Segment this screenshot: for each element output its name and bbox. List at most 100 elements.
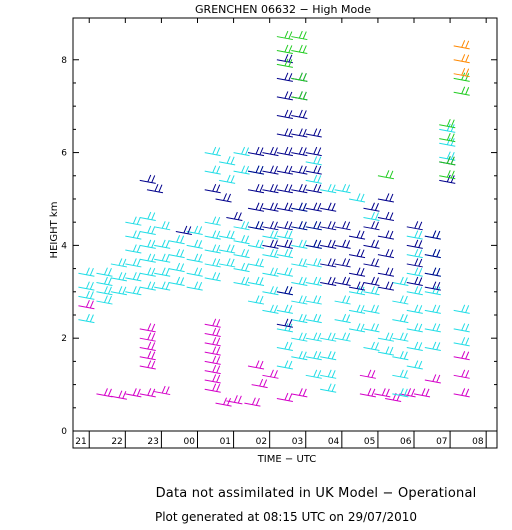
wind-barb — [204, 383, 221, 393]
x-tick-label: 07 — [436, 437, 447, 447]
wind-barb — [262, 184, 279, 194]
wind-barb — [204, 272, 221, 282]
wind-barb — [233, 248, 250, 259]
wind-barb — [320, 369, 337, 379]
wind-barb — [139, 239, 156, 249]
wind-barb — [406, 360, 423, 370]
wind-barb — [204, 184, 221, 194]
wind-barb — [247, 239, 265, 249]
wind-barb — [247, 165, 265, 175]
wind-barb — [204, 165, 221, 175]
wind-barb — [139, 174, 156, 184]
wind-barb — [139, 211, 156, 222]
wind-barb — [276, 341, 293, 351]
wind-barb — [276, 184, 293, 194]
time-axis-strip — [72, 430, 498, 449]
wind-barb — [291, 91, 308, 101]
wind-barb — [291, 184, 308, 194]
wind-barb — [262, 267, 279, 277]
wind-barb — [219, 258, 236, 268]
wind-barb — [110, 390, 127, 400]
wind-barb — [363, 211, 380, 222]
wind-barb — [154, 239, 171, 249]
wind-barb — [377, 267, 395, 277]
x-tick-label: 00 — [183, 437, 195, 447]
wind-barb — [139, 332, 156, 342]
wind-barb — [139, 360, 156, 370]
wind-barb — [453, 323, 470, 333]
wind-barb — [186, 225, 203, 235]
x-axis-ticks: 21 22 23 00 01 02 03 04 05 06 07 08 — [75, 18, 487, 448]
x-tick-label: 01 — [220, 437, 231, 447]
wind-barb — [276, 392, 293, 403]
wind-barb — [276, 360, 293, 370]
wind-barb — [276, 72, 293, 82]
wind-barb — [406, 248, 423, 259]
wind-barb — [392, 369, 409, 379]
wind-barb — [247, 360, 265, 370]
wind-barb — [334, 276, 351, 286]
wind-barb — [276, 318, 293, 328]
wind-barb — [262, 146, 279, 157]
y-tick-label: 6 — [61, 149, 67, 159]
wind-barb — [399, 388, 416, 398]
wind-barb — [276, 58, 293, 68]
wind-barb — [247, 202, 265, 212]
footer-generated-time: Plot generated at 08:15 UTC on 29/07/201… — [154, 510, 418, 524]
wind-barb — [139, 388, 156, 398]
x-tick-label: 08 — [472, 437, 484, 447]
wind-barb — [226, 395, 243, 405]
wind-barb — [363, 286, 380, 296]
wind-barb — [186, 239, 203, 249]
wind-barb — [291, 30, 308, 41]
wind-barb — [377, 281, 395, 291]
wind-barb — [363, 202, 380, 212]
y-tick-label: 8 — [61, 56, 67, 66]
wind-barb — [276, 202, 293, 212]
wind-barb — [348, 281, 366, 291]
wind-barb — [424, 267, 441, 277]
wind-barb — [251, 378, 268, 389]
wind-barb — [291, 258, 308, 268]
wind-barb — [320, 383, 337, 393]
x-tick-label: 03 — [292, 437, 303, 447]
wind-barb — [406, 258, 423, 268]
wind-barb — [96, 286, 113, 296]
wind-barb — [305, 128, 322, 138]
wind-barb — [453, 67, 470, 78]
wind-barb — [392, 295, 409, 305]
wind-barb — [348, 230, 366, 240]
wind-barb — [204, 258, 221, 268]
wind-barb — [78, 290, 95, 300]
wind-barb — [276, 44, 293, 54]
wind-barb — [276, 221, 293, 231]
wind-barb — [125, 388, 142, 398]
wind-barb — [276, 304, 293, 314]
wind-barb — [215, 193, 232, 203]
wind-barb — [125, 244, 142, 254]
wind-barb — [406, 230, 423, 240]
wind-barb — [247, 184, 265, 194]
wind-barb — [305, 221, 322, 231]
wind-barb — [406, 239, 423, 249]
wind-barb — [377, 193, 395, 203]
wind-barb — [262, 165, 279, 175]
wind-barb — [204, 355, 221, 365]
wind-barb — [424, 281, 441, 291]
wind-barb — [334, 239, 351, 249]
wind-barb — [424, 248, 441, 259]
wind-barb — [413, 388, 431, 398]
wind-barbs — [78, 30, 470, 407]
y-tick-label: 2 — [61, 334, 67, 344]
wind-barb — [406, 276, 423, 286]
wind-barb — [291, 276, 308, 286]
x-tick-label: 04 — [328, 437, 340, 447]
wind-barb — [291, 146, 308, 157]
wind-barb — [110, 272, 127, 282]
wind-barb — [168, 248, 185, 259]
wind-barb — [154, 385, 171, 396]
wind-barb — [377, 170, 395, 180]
wind-barb — [392, 332, 409, 342]
wind-barb — [233, 262, 250, 273]
y-axis-ticks: 0 2 4 6 8 — [61, 56, 497, 437]
